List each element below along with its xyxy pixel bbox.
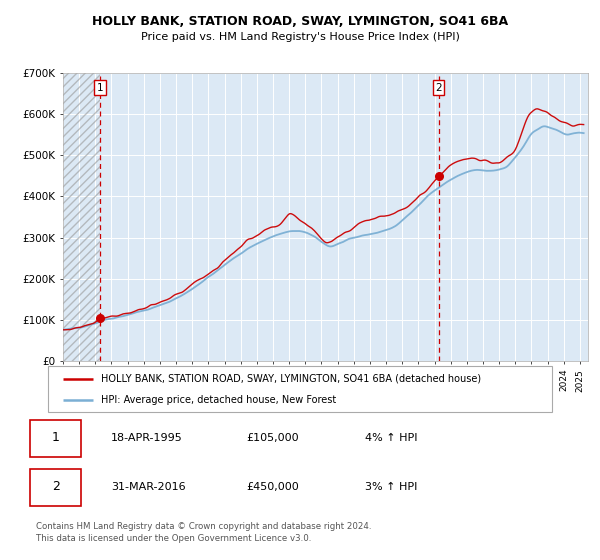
Text: HOLLY BANK, STATION ROAD, SWAY, LYMINGTON, SO41 6BA: HOLLY BANK, STATION ROAD, SWAY, LYMINGTO… [92,15,508,28]
Text: 31-MAR-2016: 31-MAR-2016 [111,482,185,492]
Text: Price paid vs. HM Land Registry's House Price Index (HPI): Price paid vs. HM Land Registry's House … [140,32,460,42]
Text: HOLLY BANK, STATION ROAD, SWAY, LYMINGTON, SO41 6BA (detached house): HOLLY BANK, STATION ROAD, SWAY, LYMINGTO… [101,374,481,384]
Text: 2: 2 [435,83,442,93]
Text: £105,000: £105,000 [246,433,299,443]
Bar [63,73,100,361]
Text: 3% ↑ HPI: 3% ↑ HPI [365,482,417,492]
FancyBboxPatch shape [30,420,82,456]
Text: 1: 1 [52,431,59,445]
Text: 1: 1 [97,83,103,93]
Text: 4% ↑ HPI: 4% ↑ HPI [365,433,418,443]
FancyBboxPatch shape [30,469,82,506]
Text: HPI: Average price, detached house, New Forest: HPI: Average price, detached house, New … [101,395,336,405]
Text: £450,000: £450,000 [246,482,299,492]
Text: 18-APR-1995: 18-APR-1995 [111,433,183,443]
Text: Contains HM Land Registry data © Crown copyright and database right 2024.
This d: Contains HM Land Registry data © Crown c… [36,522,371,543]
Text: 2: 2 [52,480,59,493]
